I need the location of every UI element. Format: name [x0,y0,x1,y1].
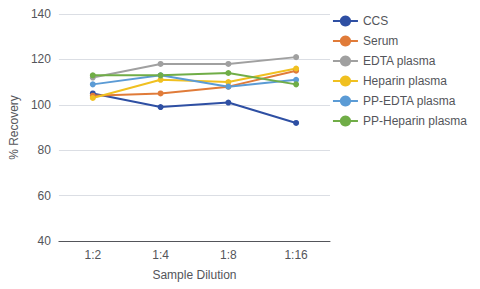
svg-text:Serum: Serum [363,34,398,48]
svg-text:EDTA plasma: EDTA plasma [363,54,436,68]
svg-text:60: 60 [38,189,52,203]
svg-text:PP-EDTA plasma: PP-EDTA plasma [363,94,456,108]
svg-text:100: 100 [31,98,51,112]
svg-text:1:2: 1:2 [84,248,101,262]
svg-text:120: 120 [31,52,51,66]
svg-text:1:8: 1:8 [220,248,237,262]
svg-text:1:4: 1:4 [152,248,169,262]
svg-text:CCS: CCS [363,14,388,28]
svg-text:40: 40 [38,234,52,248]
svg-text:80: 80 [38,143,52,157]
svg-text:1:16: 1:16 [284,248,308,262]
svg-text:PP-Heparin plasma: PP-Heparin plasma [363,114,467,128]
svg-text:Heparin plasma: Heparin plasma [363,74,447,88]
svg-text:Sample Dilution: Sample Dilution [152,268,236,282]
svg-text:% Recovery: % Recovery [7,95,21,160]
svg-text:140: 140 [31,7,51,21]
